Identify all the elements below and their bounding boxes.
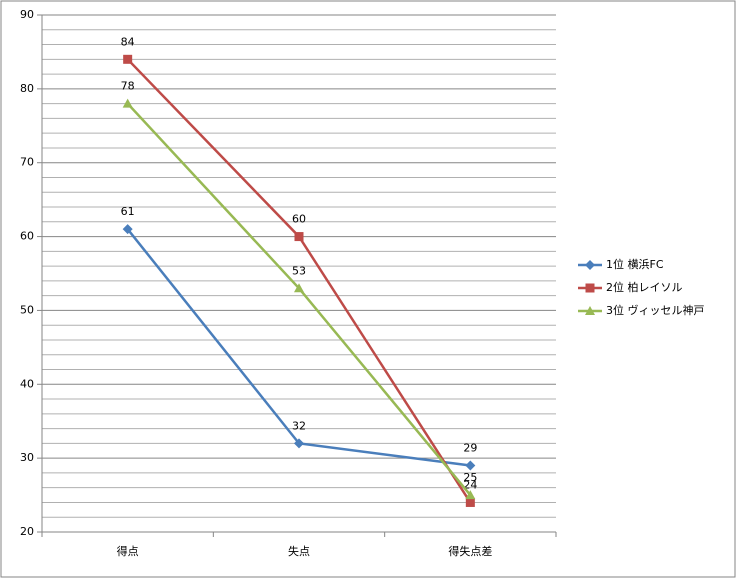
data-label: 29 bbox=[463, 442, 477, 455]
y-tick-label: 80 bbox=[20, 82, 34, 95]
y-tick-label: 30 bbox=[20, 451, 34, 464]
x-tick-label: 得失点差 bbox=[448, 544, 492, 558]
y-tick-label: 40 bbox=[20, 377, 34, 390]
legend-marker bbox=[585, 306, 595, 315]
point bbox=[465, 460, 476, 471]
data-label: 24 bbox=[463, 478, 477, 491]
data-label: 78 bbox=[121, 80, 135, 93]
y-tick-label: 20 bbox=[20, 525, 34, 538]
data-label: 53 bbox=[292, 264, 306, 277]
legend-marker bbox=[585, 283, 595, 293]
x-tick-label: 失点 bbox=[288, 545, 310, 558]
data-label: 60 bbox=[292, 213, 306, 226]
legend-marker bbox=[585, 260, 595, 270]
y-tick-label: 60 bbox=[20, 230, 34, 243]
point bbox=[122, 98, 133, 108]
point bbox=[294, 283, 304, 293]
data-label: 61 bbox=[121, 205, 135, 218]
point bbox=[294, 438, 304, 449]
y-tick-label: 70 bbox=[20, 156, 34, 169]
data-label: 25 bbox=[463, 471, 477, 484]
data-label: 84 bbox=[121, 35, 135, 48]
y-tick-label: 90 bbox=[20, 8, 34, 21]
data-label: 32 bbox=[292, 419, 306, 432]
point bbox=[294, 232, 304, 242]
point bbox=[123, 54, 133, 64]
legend-label: 1位 横浜FC bbox=[606, 257, 664, 271]
point bbox=[465, 497, 475, 507]
legend-label: 3位 ヴィッセル神戸 bbox=[606, 303, 705, 317]
point bbox=[465, 490, 476, 500]
point bbox=[122, 224, 133, 235]
x-tick-label: 得点 bbox=[117, 545, 139, 558]
legend-label: 2位 柏レイソル bbox=[606, 280, 683, 294]
y-tick-label: 50 bbox=[20, 303, 34, 316]
